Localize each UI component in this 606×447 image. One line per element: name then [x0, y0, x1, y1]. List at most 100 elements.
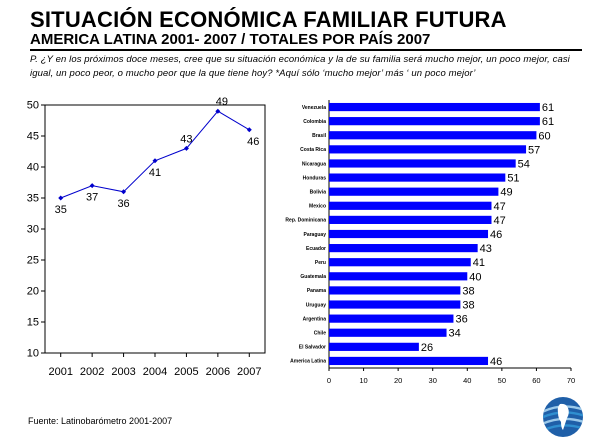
bar — [329, 328, 447, 337]
bar — [329, 356, 489, 366]
x-tick-label: 60 — [532, 376, 540, 385]
category-label: Argentina — [303, 316, 327, 322]
bar-value-label: 41 — [473, 257, 485, 269]
bar — [329, 286, 461, 295]
category-label: Brasil — [312, 133, 327, 139]
bar — [329, 145, 527, 154]
x-tick-label: 2005 — [174, 366, 198, 378]
data-point — [246, 127, 252, 133]
bar — [329, 244, 478, 253]
category-label: Colombia — [303, 119, 326, 125]
data-point — [152, 158, 158, 164]
category-label: Mexico — [309, 204, 326, 210]
x-tick-label: 2003 — [111, 366, 135, 378]
data-point — [183, 145, 189, 151]
line-plot-frame — [44, 104, 266, 354]
bar — [329, 173, 506, 182]
category-label: Chile — [314, 331, 326, 337]
data-label: 35 — [55, 204, 67, 216]
bar — [329, 117, 540, 126]
x-tick-label: 30 — [429, 376, 437, 385]
category-label: Paraguay — [303, 232, 326, 238]
bar-value-label: 40 — [469, 271, 481, 283]
bar — [329, 187, 499, 196]
bar — [329, 272, 468, 281]
trend-line-chart: 10 15 20 25 30 35 40 45 50 2001 2002 2003 2004 2005 20… — [27, 96, 266, 378]
x-tick-label: 0 — [327, 376, 331, 385]
data-label: 46 — [247, 136, 259, 148]
bar-value-label: 49 — [500, 187, 512, 199]
latinobarometro-globe-icon — [543, 397, 583, 437]
bar-value-label: 57 — [528, 144, 540, 156]
bar-value-label: 38 — [462, 285, 474, 297]
x-tick-label: 10 — [359, 376, 367, 385]
survey-question: P. ¿Y en los próximos doce meses, cree q… — [30, 54, 570, 79]
y-tick-label: 20 — [27, 286, 39, 298]
category-label: America Latina — [290, 359, 326, 365]
bar-value-label: 26 — [421, 342, 433, 354]
bar-value-label: 46 — [490, 229, 502, 241]
y-tick-label: 35 — [27, 193, 39, 205]
category-label: Guatemala — [300, 274, 326, 280]
bar-value-label: 43 — [480, 243, 492, 255]
bar-value-label: 36 — [455, 314, 467, 326]
y-tick-label: 15 — [27, 317, 39, 329]
x-tick-label: 2007 — [237, 366, 261, 378]
category-label: Rep. Dominicana — [285, 218, 326, 224]
data-point — [89, 183, 95, 189]
category-label: Honduras — [303, 175, 327, 181]
category-label: Bolivia — [310, 189, 327, 195]
bar-value-label: 51 — [507, 173, 519, 185]
x-tick-label: 2006 — [206, 366, 230, 378]
bar-value-label: 46 — [490, 356, 502, 368]
data-label: 37 — [86, 192, 98, 204]
bar-value-label: 60 — [538, 130, 550, 142]
title-divider — [30, 49, 582, 51]
data-label: 43 — [180, 133, 192, 145]
source-note: Fuente: Latinobarómetro 2001-2007 — [28, 416, 173, 426]
category-label: Venezuela — [302, 105, 326, 111]
data-label: 49 — [216, 96, 228, 108]
data-point — [58, 195, 64, 201]
y-tick-label: 30 — [27, 224, 39, 236]
category-label: Peru — [315, 260, 326, 266]
bar-value-label: 34 — [449, 328, 461, 340]
data-label: 36 — [117, 198, 129, 210]
y-tick-label: 50 — [27, 100, 39, 112]
bar-value-label: 54 — [518, 158, 530, 170]
series-line — [60, 110, 250, 199]
bar — [329, 258, 471, 267]
bar — [329, 229, 489, 239]
x-tick-label: 40 — [463, 376, 471, 385]
x-tick-label: 2002 — [80, 366, 104, 378]
bar — [329, 159, 516, 168]
bar — [329, 102, 540, 112]
y-tick-label: 10 — [27, 348, 39, 360]
bar-value-label: 38 — [462, 300, 474, 312]
x-tick-label: 2004 — [143, 366, 167, 378]
x-tick-label: 20 — [394, 376, 402, 385]
y-tick-label: 45 — [27, 131, 39, 143]
x-tick-label: 2001 — [48, 366, 72, 378]
bar-value-label: 47 — [493, 201, 505, 213]
category-label: Costa Rica — [300, 147, 326, 153]
category-label: Uruguay — [306, 302, 327, 308]
bar — [329, 300, 461, 309]
data-point — [215, 108, 221, 114]
page-title: SITUACIÓN ECONÓMICA FAMILIAR FUTURA — [30, 7, 507, 32]
category-label: Panama — [307, 288, 326, 294]
bar — [329, 215, 492, 224]
bar — [329, 342, 419, 351]
bar-value-label: 61 — [542, 102, 554, 114]
x-tick-label: 70 — [567, 376, 575, 385]
data-label: 41 — [149, 167, 161, 179]
category-label: Ecuador — [306, 246, 326, 252]
y-tick-label: 40 — [27, 162, 39, 174]
bar — [329, 131, 537, 140]
category-label: Nicaragua — [302, 161, 326, 167]
bar-value-label: 61 — [542, 116, 554, 128]
x-tick-label: 50 — [498, 376, 506, 385]
bar — [329, 201, 492, 210]
country-bar-chart: 0 10 20 30 40 50 60 70 Venezuela 61 Colombia 61 Bras… — [285, 100, 575, 385]
bar — [329, 314, 454, 323]
